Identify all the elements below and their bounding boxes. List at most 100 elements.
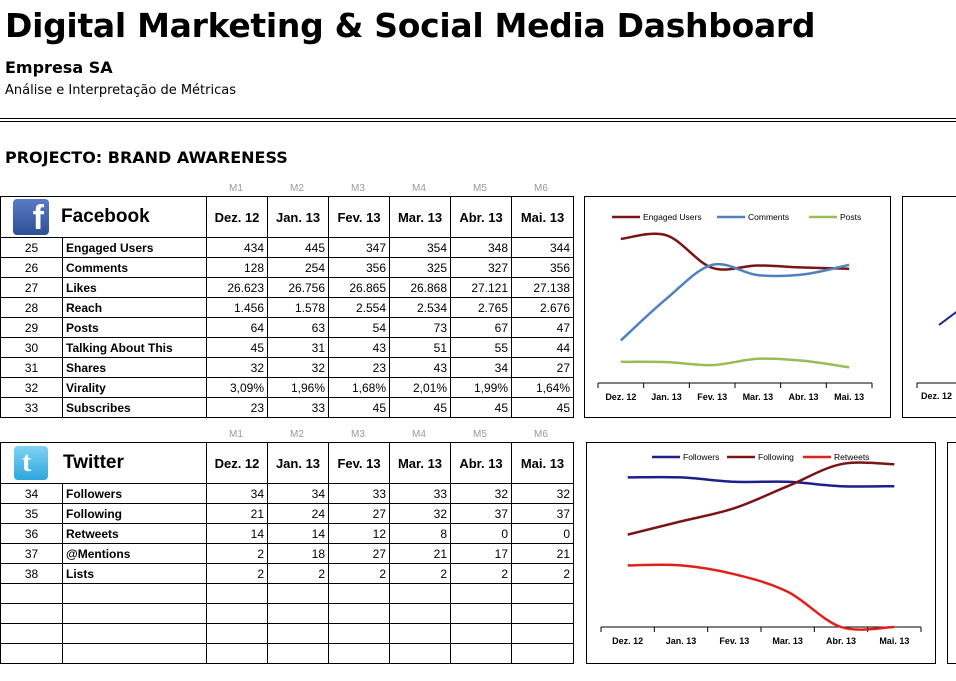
row-number: 28 xyxy=(0,297,63,318)
empty-cell xyxy=(511,643,574,664)
row-number: 33 xyxy=(0,397,63,418)
metric-value: 54 xyxy=(328,317,391,338)
metric-value: 2 xyxy=(450,563,512,584)
metric-name: Likes xyxy=(61,277,208,298)
metric-value: 12 xyxy=(328,523,390,544)
empty-cell xyxy=(62,603,207,624)
empty-cell xyxy=(0,623,63,644)
metric-value: 2.676 xyxy=(511,297,575,318)
metric-value: 27 xyxy=(328,543,390,564)
series-line xyxy=(627,475,895,488)
legend-label: Posts xyxy=(840,212,861,222)
empty-cell xyxy=(328,603,390,624)
empty-cell xyxy=(389,643,451,664)
metric-value: 55 xyxy=(450,337,513,358)
empty-cell xyxy=(389,603,451,624)
empty-cell xyxy=(328,643,390,664)
facebook-line-chart[interactable]: Dez. 12 Jan. 13 Fev. 13 Mar. 13 Abr. 13 Mai. … xyxy=(584,196,891,418)
series-line xyxy=(619,262,850,342)
metric-value: 26.868 xyxy=(389,277,452,298)
x-tick-label: Fev. 13 xyxy=(719,636,749,646)
metric-value: 2 xyxy=(206,563,268,584)
metric-value: 33 xyxy=(267,397,330,418)
metric-value: 26.623 xyxy=(206,277,269,298)
metric-name: Shares xyxy=(61,357,208,378)
metric-value: 73 xyxy=(389,317,452,338)
metric-value: 1,64% xyxy=(511,377,575,398)
twitter-label: Twitter xyxy=(63,452,124,473)
table-row: 36 Retweets 14 14 12 8 0 0 xyxy=(0,523,574,544)
legend-label: Retweets xyxy=(834,452,869,462)
empty-cell xyxy=(389,583,451,604)
divider xyxy=(0,118,956,119)
row-number: 26 xyxy=(0,257,63,278)
metric-value: 1,99% xyxy=(450,377,513,398)
row-number: 30 xyxy=(0,337,63,358)
empty-cell xyxy=(450,623,512,644)
empty-cell xyxy=(0,583,63,604)
metric-value: 2 xyxy=(206,543,268,564)
metric-value: 33 xyxy=(328,483,390,504)
metric-value: 347 xyxy=(328,237,391,258)
twitter-metrics-table: t Twitter Dez. 12 Jan. 13 Fev. 13 Mar. 1… xyxy=(0,442,574,664)
metric-value: 32 xyxy=(389,503,451,524)
metric-value: 67 xyxy=(450,317,513,338)
table-row: 27 Likes 26.623 26.756 26.865 26.868 27.121 27.… xyxy=(0,277,575,298)
partial-chart-2[interactable] xyxy=(947,442,956,664)
facebook-header-row: f Facebook Dez. 12 Jan. 13 Fev. 13 Mar. … xyxy=(0,196,575,238)
twitter-logo-icon: t xyxy=(14,446,48,480)
row-number: 36 xyxy=(0,523,63,544)
empty-cell xyxy=(206,623,268,644)
month-code-label: M1 xyxy=(229,429,243,440)
empty-row xyxy=(0,603,574,624)
metric-value: 26.865 xyxy=(328,277,391,298)
table-row: 29 Posts 64 63 54 73 67 47 xyxy=(0,317,575,338)
table-row: 35 Following 21 24 27 32 37 37 xyxy=(0,503,574,524)
x-tick-label: Abr. 13 xyxy=(826,636,856,646)
metric-value: 34 xyxy=(450,357,513,378)
metric-value: 27.121 xyxy=(450,277,513,298)
empty-cell xyxy=(267,583,329,604)
metric-value: 45 xyxy=(389,397,452,418)
table-row: 26 Comments 128 254 356 325 327 356 xyxy=(0,257,575,278)
empty-cell xyxy=(389,623,451,644)
metric-value: 348 xyxy=(450,237,513,258)
empty-row xyxy=(0,643,574,664)
legend-label: Comments xyxy=(748,212,789,222)
facebook-label: Facebook xyxy=(61,206,150,227)
table-row: 30 Talking About This 45 31 43 51 55 44 xyxy=(0,337,575,358)
row-number: 29 xyxy=(0,317,63,338)
metric-value: 33 xyxy=(389,483,451,504)
metric-value: 47 xyxy=(511,317,575,338)
month-code-label: M1 xyxy=(229,183,243,194)
series-line xyxy=(620,232,850,271)
metric-value: 27 xyxy=(328,503,390,524)
metric-name: Lists xyxy=(62,563,207,584)
metric-value: 0 xyxy=(511,523,574,544)
row-number: 37 xyxy=(0,543,63,564)
empty-cell xyxy=(511,583,574,604)
twitter-line-chart[interactable]: Dez. 12 Jan. 13 Fev. 13 Mar. 13 Abr. 13 Mai. … xyxy=(586,442,936,664)
metric-value: 14 xyxy=(206,523,268,544)
row-number: 34 xyxy=(0,483,63,504)
empty-cell xyxy=(450,583,512,604)
x-tick-label: Jan. 13 xyxy=(666,636,697,646)
row-number: 31 xyxy=(0,357,63,378)
metric-value: 43 xyxy=(389,357,452,378)
metric-value: 45 xyxy=(450,397,513,418)
empty-cell xyxy=(267,603,329,624)
metric-value: 27.138 xyxy=(511,277,575,298)
partial-chart[interactable]: Dez. 12 xyxy=(902,196,956,418)
metric-name: Posts xyxy=(61,317,208,338)
metric-value: 21 xyxy=(389,543,451,564)
empty-cell xyxy=(62,623,207,644)
month-code-label: M5 xyxy=(473,183,487,194)
table-row: 34 Followers 34 34 33 33 32 32 xyxy=(0,483,574,504)
metric-value: 2 xyxy=(267,563,329,584)
metric-value: 128 xyxy=(206,257,269,278)
empty-cell xyxy=(450,603,512,624)
legend-label: Following xyxy=(758,452,794,462)
metric-value: 354 xyxy=(389,237,452,258)
empty-cell xyxy=(328,623,390,644)
row-number: 38 xyxy=(0,563,63,584)
